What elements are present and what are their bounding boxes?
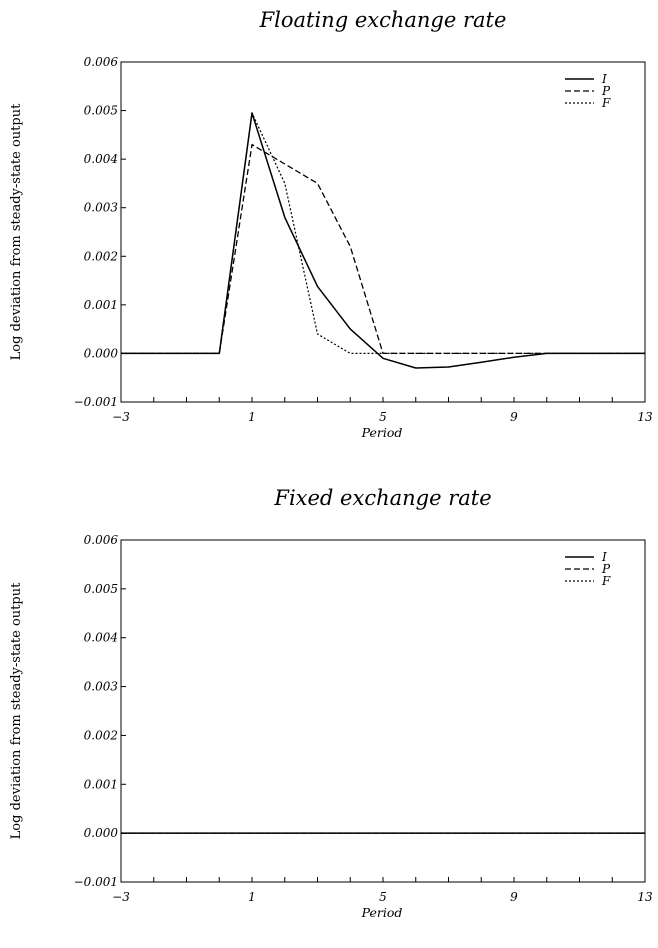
chart2-y-tick-label: 0.004 <box>84 631 118 645</box>
chart1-x-axis-label: Period <box>361 425 403 440</box>
chart1-y-tick-label: −0.001 <box>74 395 118 409</box>
chart1-legend-label-F: F <box>601 96 611 110</box>
chart1-y-tick-label: 0.000 <box>84 346 119 360</box>
chart2-panel: Fixed exchange rate −0.001 0.000 0.001 0.002… <box>9 486 653 920</box>
chart1-legend-label-I: I <box>601 72 607 86</box>
chart2-x-tick-label: 9 <box>510 890 518 904</box>
chart1-legend-label-P: P <box>601 84 611 98</box>
chart2-y-tick-label: 0.002 <box>84 728 118 742</box>
chart2-y-tick-label: 0.005 <box>84 582 118 596</box>
chart2-y-axis-label: Log deviation from steady-state output <box>9 582 24 839</box>
chart2-x-tick-label: 5 <box>379 890 387 904</box>
chart2-legend-label-P: P <box>601 562 611 576</box>
chart2-title: Fixed exchange rate <box>273 486 491 510</box>
chart1-y-axis-label: Log deviation from steady-state output <box>9 103 24 360</box>
chart1-plot-frame <box>120 61 646 403</box>
chart1-x-tick-label: 1 <box>248 410 256 424</box>
chart1-series-F-line <box>121 112 645 354</box>
chart2-legend-label-I: I <box>601 550 607 564</box>
chart2-legend-label-F: F <box>601 574 611 588</box>
chart1-y-tick-label: 0.002 <box>84 249 118 263</box>
chart2-y-tick-label: 0.001 <box>84 777 118 791</box>
chart2-x-tick-label: −3 <box>112 890 130 904</box>
chart2-x-axis-label: Period <box>361 905 403 920</box>
chart2-x-tick-label: 1 <box>248 890 256 904</box>
chart1-y-tick-label: 0.004 <box>84 152 118 166</box>
chart2-y-tick-label: 0.000 <box>84 826 119 840</box>
chart1-y-tick-label: 0.006 <box>84 55 119 69</box>
chart2-y-tick-label: 0.006 <box>84 533 119 547</box>
chart1-panel: Floating exchange rate −0.001 0.000 0.001 0.… <box>9 8 653 440</box>
chart1-y-tick-label: 0.003 <box>84 201 119 215</box>
chart2-x-tick-label: 13 <box>637 890 653 904</box>
chart1-y-tick-label: 0.001 <box>84 298 118 312</box>
chart1-x-tick-label: −3 <box>112 410 130 424</box>
chart2-y-tick-label: −0.001 <box>74 875 118 889</box>
chart2-plot-frame <box>120 539 646 883</box>
chart1-y-tick-label: 0.005 <box>84 104 118 118</box>
chart1-x-tick-label: 5 <box>379 410 387 424</box>
chart1-x-tick-label: 13 <box>637 410 653 424</box>
chart1-x-tick-label: 9 <box>510 410 518 424</box>
chart1-series-I-line <box>121 112 645 369</box>
chart1-title: Floating exchange rate <box>259 8 507 32</box>
chart2-y-tick-label: 0.003 <box>84 680 119 694</box>
chart1-series-P-line <box>121 143 645 355</box>
